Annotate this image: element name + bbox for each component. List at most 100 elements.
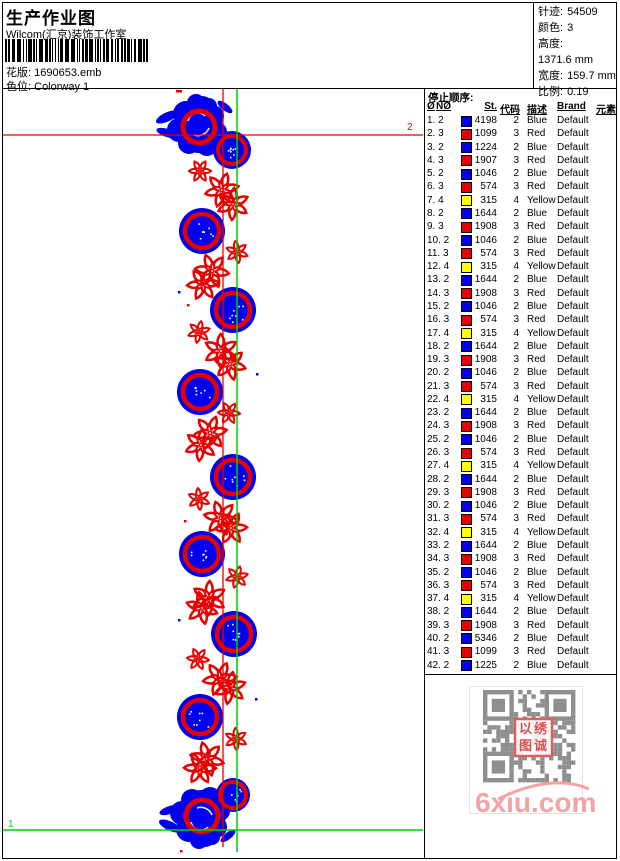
rose-motif xyxy=(155,94,233,156)
flower-outline xyxy=(192,492,206,506)
watermark: 以绣图 诚 6xiu.com xyxy=(469,686,596,818)
studio-name: Wilcom(汇京)装饰工作室 xyxy=(6,29,127,41)
col-description: 描述 xyxy=(527,105,547,116)
color-chip xyxy=(461,195,472,207)
flower-outline xyxy=(216,186,250,222)
rose-motif xyxy=(158,787,236,849)
stop-row: 9. 3 1908 3 Red Default xyxy=(426,220,618,233)
qr-code xyxy=(483,690,576,783)
stop-and-needle: 15. 2 xyxy=(427,300,450,312)
flower-outline xyxy=(185,590,219,626)
stop-and-needle: 20. 2 xyxy=(427,367,450,379)
thread-code: 3 xyxy=(513,287,519,299)
color-chip xyxy=(461,540,472,552)
flower-cluster-item xyxy=(212,346,248,382)
stop-row: 41. 3 1099 3 Red Default xyxy=(426,645,618,658)
stop-and-needle: 19. 3 xyxy=(427,354,450,366)
thread-brand: Default xyxy=(557,513,589,525)
stitch-count: 1644 xyxy=(474,540,497,551)
col-stitches: St. xyxy=(484,101,497,112)
thread-brand: Default xyxy=(557,168,589,180)
stop-table-header: Ø NØ St. 代码 描述 Brand 元素 xyxy=(426,101,618,116)
thread-brand: Default xyxy=(557,632,589,644)
stray-stitch-dot xyxy=(255,698,258,701)
thread-code: 3 xyxy=(513,513,519,525)
stop-and-needle: 31. 3 xyxy=(427,513,450,525)
thread-code: 2 xyxy=(513,234,519,246)
page-title: 生产作业图 xyxy=(6,9,96,28)
thread-description: Red xyxy=(527,646,546,658)
thread-description: Blue xyxy=(527,168,548,180)
thread-code: 4 xyxy=(513,593,519,605)
flower-outline xyxy=(185,267,221,301)
stop-and-needle: 1. 2 xyxy=(427,115,444,126)
stitch-count: 1908 xyxy=(474,221,497,233)
thread-brand: Default xyxy=(557,526,589,538)
thread-description: Blue xyxy=(527,115,548,126)
thread-description: Blue xyxy=(527,500,548,512)
design-file-value: 1690653.emb xyxy=(34,67,102,79)
thread-description: Yellow xyxy=(527,194,556,206)
stop-row: 14. 3 1908 3 Red Default xyxy=(426,287,618,300)
flower-cluster-item xyxy=(184,427,218,463)
thread-brand: Default xyxy=(557,407,589,419)
stitch-count: 574 xyxy=(480,447,497,459)
circle-rose-motif xyxy=(177,694,223,740)
thread-code: 4 xyxy=(513,460,519,472)
thread-code: 3 xyxy=(513,420,519,432)
thread-brand: Default xyxy=(557,340,589,352)
stop-row: 8. 2 1644 2 Blue Default xyxy=(426,207,618,220)
circle-rose-motif xyxy=(179,208,225,254)
thread-code: 3 xyxy=(513,486,519,498)
col-element: 元素 xyxy=(596,105,616,116)
stop-and-needle: 28. 2 xyxy=(427,473,450,485)
stop-row: 24. 3 1908 3 Red Default xyxy=(426,419,618,432)
color-chip xyxy=(461,301,472,313)
circle-rose-motif xyxy=(179,531,225,577)
color-chip xyxy=(461,500,472,512)
thread-code: 2 xyxy=(513,407,519,419)
stop-and-needle: 24. 3 xyxy=(427,420,450,432)
end-point-marker: 2 xyxy=(407,122,413,133)
flower-outline xyxy=(182,752,218,784)
height-row: 高度:1371.6 mm xyxy=(538,38,594,66)
stray-stitch-dot xyxy=(176,90,182,93)
circle-rose-motif xyxy=(210,287,256,333)
thread-code: 4 xyxy=(513,393,519,405)
color-chip xyxy=(461,633,472,645)
stop-and-needle: 9. 3 xyxy=(427,221,444,233)
thread-description: Yellow xyxy=(527,593,556,605)
col-code: 代码 xyxy=(500,105,520,116)
color-chip xyxy=(461,208,472,220)
stitch-count: 574 xyxy=(480,247,497,259)
stop-row: 22. 4 315 4 Yellow Default xyxy=(426,393,618,406)
stitch-count: 1099 xyxy=(474,646,497,658)
stop-and-needle: 13. 2 xyxy=(427,274,450,286)
flower-outline xyxy=(202,260,222,282)
stray-stitch-dot xyxy=(184,520,187,523)
seal-character: 以 xyxy=(519,721,532,736)
thread-description: Yellow xyxy=(527,460,556,472)
thread-description: Blue xyxy=(527,632,548,644)
stitch-count: 1046 xyxy=(474,168,497,180)
flower-outline xyxy=(187,486,211,512)
stray-stitch-dot xyxy=(256,373,259,376)
thread-brand: Default xyxy=(557,460,589,472)
colorway-label: 色位: xyxy=(6,81,32,93)
thread-description: Red xyxy=(527,380,546,392)
stop-and-needle: 35. 2 xyxy=(427,566,450,578)
flower-cluster-item xyxy=(185,647,211,671)
flower-outline xyxy=(224,564,250,590)
stop-row: 4. 3 1907 3 Red Default xyxy=(426,154,618,167)
stitch-count: 1046 xyxy=(474,300,497,312)
thread-brand: Default xyxy=(557,473,589,485)
thread-code: 3 xyxy=(513,354,519,366)
stop-and-needle: 5. 2 xyxy=(427,168,444,180)
color-chip xyxy=(461,447,472,459)
thread-code: 2 xyxy=(513,500,519,512)
color-chip xyxy=(461,142,472,154)
stitch-count: 1644 xyxy=(474,274,497,286)
thread-description: Blue xyxy=(527,433,548,445)
thread-description: Blue xyxy=(527,606,548,618)
